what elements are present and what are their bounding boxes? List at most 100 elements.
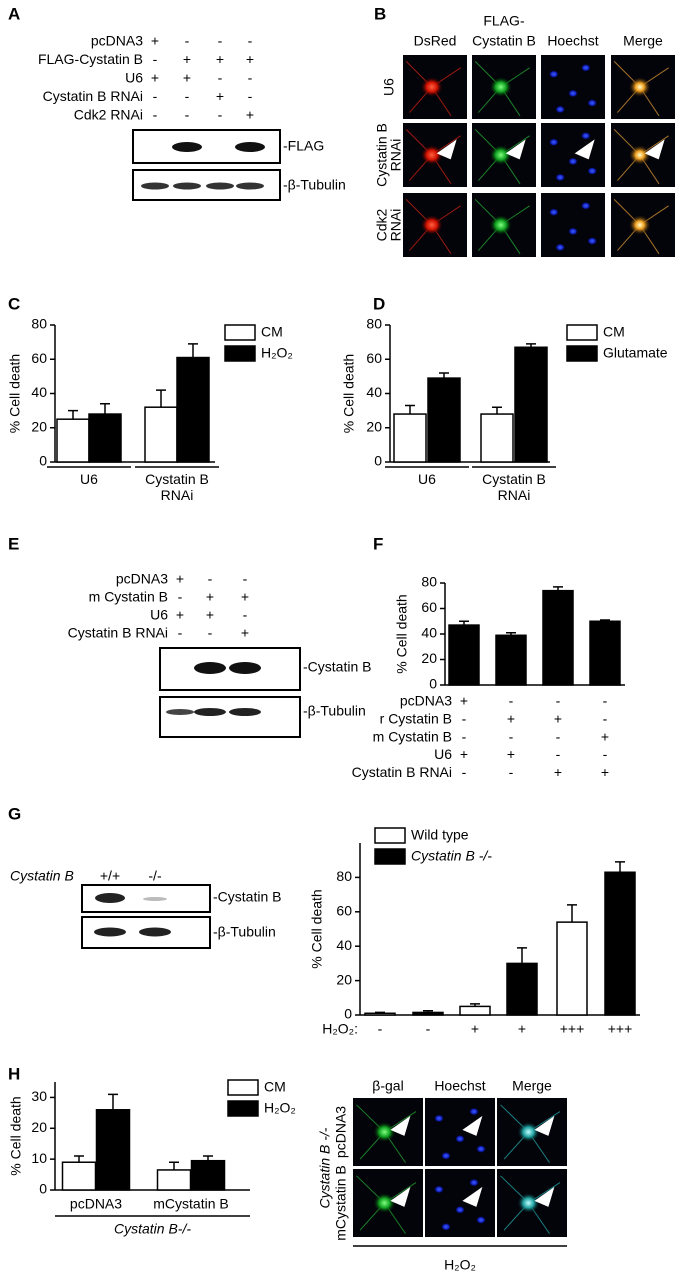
rotated-label: % Cell death [394,594,410,673]
bar [480,413,514,463]
panel-label: D [373,294,385,313]
micrograph [497,1098,567,1166]
panel-label: C [8,294,20,313]
condition-sign: + [246,107,254,123]
condition-sign: + [460,746,468,762]
x-tick-label: pcDNA3 [70,1196,122,1212]
band-label: -β-Tubulin [283,177,346,193]
bar [459,1005,491,1016]
condition-sign: + [507,711,515,727]
arrowhead [505,139,526,160]
band-label: -β-Tubulin [303,703,366,719]
cell-body [420,145,443,165]
micrograph-bg [425,1169,495,1237]
micrograph-bg [425,1098,495,1166]
legend-swatch [224,324,256,341]
nucleus [455,1134,465,1143]
condition-sign: - [509,728,514,744]
category-label: Cystatin B RNAi [482,471,546,503]
y-tick-label: 60 [336,903,352,919]
condition-sign: - [185,33,190,49]
error-bar [375,1011,385,1014]
condition-sign: - [248,88,253,104]
error-bar [203,1155,213,1161]
column-header: Hoechst [547,33,598,49]
rotated-label: % Cell death [309,889,325,968]
nucleus [587,99,598,107]
y-tick-label: 60 [31,350,47,366]
micrograph [403,193,467,257]
lane-label: -/- [148,868,162,884]
error-bar [156,389,166,408]
y-tick-label: 30 [31,1088,47,1104]
cell-body [628,145,651,165]
nucleus [580,131,591,140]
band-label: -FLAG [283,138,324,154]
condition-label: m Cystatin B [89,589,168,605]
nucleus [441,1151,451,1160]
rotated-label: % Cell death [341,354,357,433]
error-bar [169,1161,179,1170]
arrowhead [462,1115,483,1136]
wrapped-label-box: Cystatin B RNAi [145,471,209,503]
condition-sign: + [246,51,254,67]
y-tick-label: 60 [366,350,382,366]
category-label: U6 [80,471,98,487]
bar [427,377,461,463]
condition-sign: + [601,764,609,780]
micrograph [472,123,536,187]
x-tick-label: +++ [560,1021,585,1037]
condition-sign: + [554,711,562,727]
condition-sign: + [183,51,191,67]
treatment-label: H₂O₂ [444,1257,476,1273]
bar [514,346,548,463]
condition-sign: - [248,33,253,49]
bar [95,1109,131,1191]
error-bar [526,343,536,348]
x-axis-label: H₂O₂: [322,1021,358,1037]
y-tick-label: 80 [336,868,352,884]
cell-body [373,1122,396,1142]
rotated-label: Cystatin B [374,123,390,187]
lane-label: +/+ [100,868,120,884]
category-label: U6 [418,471,436,487]
bar [506,962,538,1016]
y-tick-label: 20 [31,1119,47,1135]
y-tick-label: 0 [344,1006,352,1022]
condition-sign: - [153,107,158,123]
y-tick-label: 20 [31,418,47,434]
condition-sign: - [462,711,467,727]
nucleus [434,1114,444,1123]
condition-label: Cystatin B RNAi [43,88,143,104]
error-bar [567,904,577,923]
bar [556,921,588,1016]
arrowhead [574,139,595,160]
bar [589,620,621,686]
error-bar [492,406,502,415]
legend-swatch [374,848,406,865]
micrograph-bg [541,55,605,119]
condition-sign: - [509,693,514,709]
condition-sign: - [603,693,608,709]
condition-label: U6 [125,70,143,86]
genotype-label: Cystatin B [10,868,74,884]
panel-label: F [373,534,383,553]
condition-sign: - [208,571,213,587]
legend-swatch [227,1100,259,1117]
condition-sign: - [248,70,253,86]
legend-label: H₂O₂ [264,1100,296,1116]
bar [604,871,636,1016]
bar [88,413,122,463]
condition-sign: - [218,70,223,86]
band [139,927,171,937]
condition-label: U6 [150,607,168,623]
condition-label: U6 [434,746,452,762]
y-tick-label: 40 [336,937,352,953]
condition-sign: - [556,693,561,709]
condition-sign: - [218,33,223,49]
legend-swatch [566,345,598,362]
condition-sign: + [241,589,249,605]
error-bar [600,619,610,622]
arrowhead [390,1115,411,1136]
x-tick-label: mCystatin B [153,1196,228,1212]
